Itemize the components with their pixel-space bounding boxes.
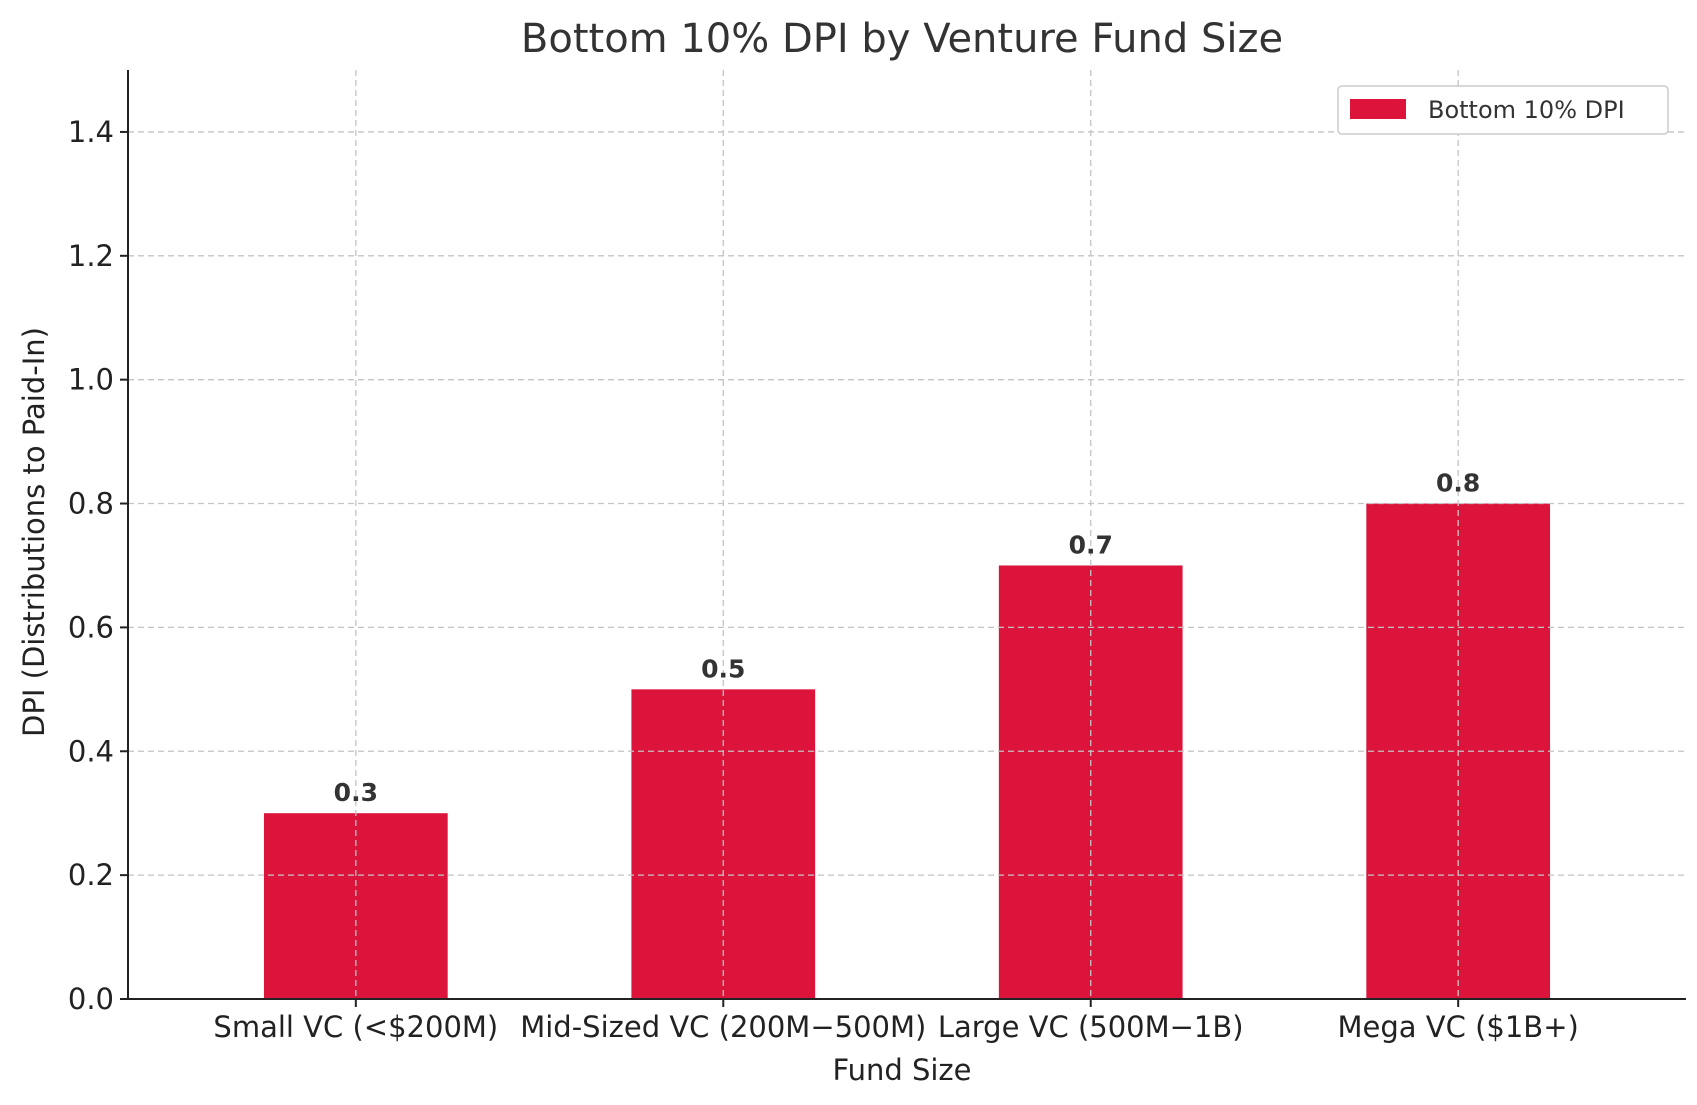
- axis-layer: [120, 70, 1686, 1007]
- legend-swatch: [1350, 99, 1406, 119]
- bar-layer: [263, 503, 1551, 999]
- x-tick-label: Mega VC ($1B+): [1338, 1010, 1579, 1044]
- legend-label: Bottom 10% DPI: [1428, 96, 1625, 124]
- y-tick-label: 1.2: [68, 239, 114, 273]
- y-tick-label: 1.0: [68, 363, 114, 397]
- x-axis-label: Fund Size: [832, 1053, 971, 1087]
- legend-box: [1337, 85, 1669, 135]
- y-tick-label: 0.6: [68, 610, 114, 644]
- chart-title: Bottom 10% DPI by Venture Fund Size: [521, 16, 1283, 62]
- y-tick-label: 0.0: [68, 982, 114, 1016]
- y-tick-label: 1.4: [68, 115, 114, 149]
- legend: Bottom 10% DPI: [1337, 85, 1669, 135]
- bar-value-label: 0.3: [334, 778, 378, 807]
- x-tick-label: Small VC (<$200M): [213, 1010, 498, 1044]
- y-tick-label: 0.8: [68, 487, 114, 521]
- y-axis-label: DPI (Distributions to Paid-In): [17, 327, 51, 737]
- x-tick-label: Large VC (500M−1B): [938, 1010, 1244, 1044]
- y-tick-label: 0.4: [68, 734, 114, 768]
- label-layer: 0.0 0.2 0.4 0.6 0.8 1.0 1.2 1.4 0.3 0.5 0.7 0.8 Smal…: [68, 115, 1579, 1044]
- grid-layer: [128, 70, 1686, 999]
- bar-value-label: 0.7: [1069, 530, 1113, 559]
- y-tick-label: 0.2: [68, 858, 114, 892]
- bar-value-label: 0.8: [1436, 469, 1480, 498]
- bar-value-label: 0.5: [701, 654, 745, 683]
- x-tick-label: Mid-Sized VC (200M−500M): [520, 1010, 926, 1044]
